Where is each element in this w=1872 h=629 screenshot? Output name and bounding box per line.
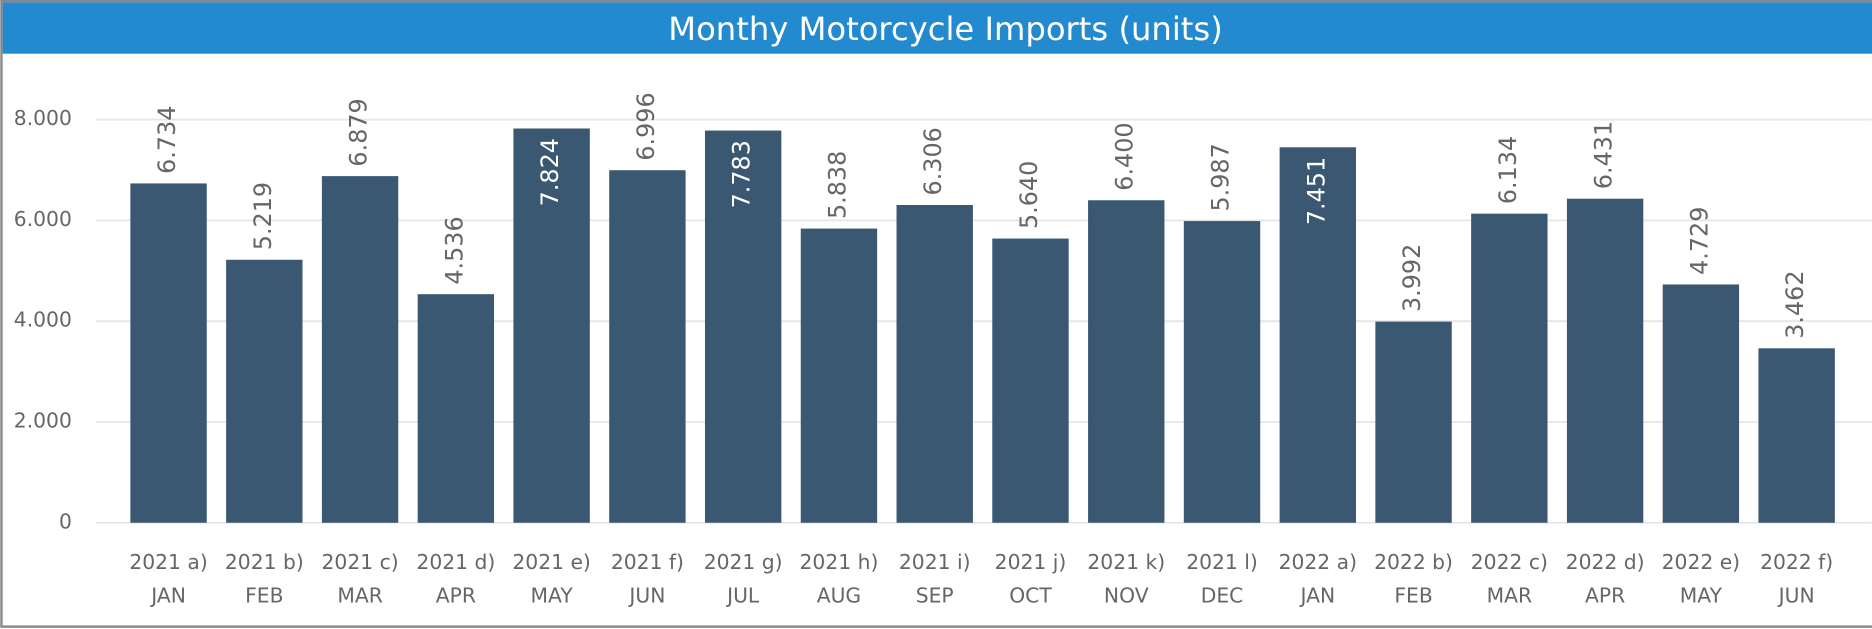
x-tick-label: 2021 f) bbox=[611, 550, 684, 574]
value-label: 5.640 bbox=[1015, 161, 1043, 229]
x-tick-label: OCT bbox=[1009, 583, 1052, 607]
x-tick-label: 2021 a) bbox=[129, 550, 207, 574]
bar bbox=[1375, 321, 1452, 523]
value-label: 6.879 bbox=[345, 98, 373, 166]
value-label: 4.536 bbox=[440, 216, 468, 284]
value-label: 5.987 bbox=[1207, 143, 1235, 211]
y-tick-label: 6.000 bbox=[14, 207, 72, 231]
value-label: 4.729 bbox=[1685, 207, 1713, 275]
bar bbox=[1088, 200, 1165, 523]
x-tick-label: NOV bbox=[1104, 583, 1149, 607]
x-tick-label: FEB bbox=[1394, 583, 1432, 607]
x-tick-label: JUL bbox=[725, 583, 760, 607]
y-tick-label: 4.000 bbox=[14, 308, 72, 332]
value-label: 6.134 bbox=[1494, 136, 1522, 204]
y-tick-label: 0 bbox=[59, 509, 72, 533]
x-tick-label: 2021 h) bbox=[800, 550, 879, 574]
bar bbox=[1662, 284, 1740, 523]
bar bbox=[800, 228, 878, 523]
x-tick-label: 2021 c) bbox=[322, 550, 399, 574]
chart-title: Monthy Motorcycle Imports (units) bbox=[668, 10, 1222, 48]
x-tick-label: AUG bbox=[817, 583, 861, 607]
value-label: 7.824 bbox=[536, 138, 564, 206]
x-tick-label: FEB bbox=[245, 583, 283, 607]
bar bbox=[1183, 221, 1261, 523]
bar bbox=[896, 204, 973, 523]
x-tick-label: 2021 l) bbox=[1186, 550, 1258, 574]
x-tick-label: SEP bbox=[916, 583, 954, 607]
x-tick-label: 2022 a) bbox=[1279, 550, 1357, 574]
x-tick-label: JUN bbox=[1777, 583, 1815, 607]
value-label: 5.219 bbox=[249, 182, 277, 250]
bar bbox=[321, 176, 399, 523]
x-tick-label: 2022 d) bbox=[1566, 550, 1645, 574]
bar bbox=[417, 294, 495, 523]
x-tick-label: 2022 f) bbox=[1760, 550, 1833, 574]
bar bbox=[609, 170, 686, 523]
x-tick-label: MAR bbox=[337, 583, 382, 607]
value-label: 6.996 bbox=[632, 92, 660, 160]
y-tick-label: 8.000 bbox=[14, 106, 72, 130]
x-tick-label: 2021 k) bbox=[1087, 550, 1165, 574]
x-tick-label: 2021 i) bbox=[899, 550, 971, 574]
x-tick-label: MAR bbox=[1487, 583, 1532, 607]
x-tick-label: 2021 e) bbox=[512, 550, 590, 574]
x-tick-label: JUN bbox=[627, 583, 665, 607]
title-bar bbox=[2, 2, 1872, 54]
bar bbox=[1471, 213, 1548, 523]
value-label: 6.431 bbox=[1590, 121, 1618, 189]
bar bbox=[513, 128, 590, 523]
value-label: 3.992 bbox=[1398, 244, 1426, 312]
x-tick-label: MAY bbox=[1680, 583, 1723, 607]
x-tick-label: APR bbox=[436, 583, 476, 607]
x-tick-label: 2021 j) bbox=[995, 550, 1067, 574]
x-tick-label: APR bbox=[1585, 583, 1625, 607]
value-label: 7.783 bbox=[728, 140, 756, 208]
bar bbox=[1279, 147, 1356, 523]
bar bbox=[1566, 198, 1644, 523]
y-tick-label: 2.000 bbox=[14, 408, 72, 432]
value-label: 6.400 bbox=[1111, 122, 1139, 190]
value-label: 6.306 bbox=[919, 127, 947, 195]
value-label: 6.734 bbox=[153, 106, 181, 174]
x-tick-label: 2022 c) bbox=[1471, 550, 1548, 574]
x-tick-label: MAY bbox=[531, 583, 574, 607]
x-tick-label: 2021 g) bbox=[704, 550, 783, 574]
bar bbox=[1758, 348, 1835, 523]
value-label: 5.838 bbox=[823, 151, 851, 219]
bar bbox=[226, 259, 303, 523]
x-tick-label: 2022 b) bbox=[1374, 550, 1453, 574]
x-tick-label: DEC bbox=[1201, 583, 1244, 607]
x-tick-label: 2021 b) bbox=[225, 550, 304, 574]
x-tick-label: 2021 d) bbox=[416, 550, 495, 574]
x-tick-label: JAN bbox=[149, 583, 186, 607]
value-label: 3.462 bbox=[1781, 270, 1809, 338]
bar bbox=[704, 130, 782, 523]
bar bbox=[130, 183, 207, 523]
x-tick-label: 2022 e) bbox=[1662, 550, 1740, 574]
value-label: 7.451 bbox=[1302, 157, 1330, 225]
x-tick-label: JAN bbox=[1298, 583, 1335, 607]
bar bbox=[992, 238, 1069, 523]
